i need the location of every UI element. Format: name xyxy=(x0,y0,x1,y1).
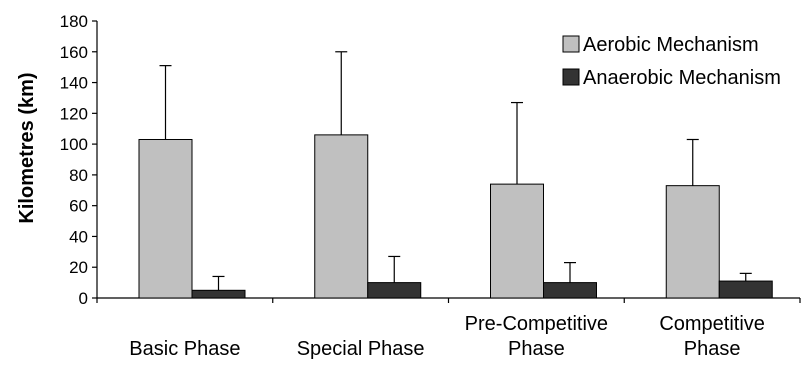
bars xyxy=(138,134,773,299)
bar-anaerobic xyxy=(367,282,422,299)
y-tick-label: 40 xyxy=(69,227,88,246)
bar-aerobic xyxy=(314,134,369,299)
y-tick-label: 100 xyxy=(60,135,88,154)
category-label: Special Phase xyxy=(297,338,425,360)
bar-aerobic xyxy=(665,185,720,299)
y-tick-label: 160 xyxy=(60,43,88,62)
category-label: Competitive xyxy=(659,313,765,335)
bar-aerobic xyxy=(138,138,193,299)
y-tick-label: 0 xyxy=(79,289,88,308)
category-label: Pre-Competitive xyxy=(465,313,608,335)
y-tick-label: 120 xyxy=(60,104,88,123)
legend-label-anaerobic: Anaerobic Mechanism xyxy=(583,67,781,89)
category-label: Basic Phase xyxy=(129,338,240,360)
y-tick-label: 140 xyxy=(60,74,88,93)
category-labels: Basic Phase Special Phase Pre-Competitive P… xyxy=(129,313,765,360)
category-label: Phase xyxy=(508,338,565,360)
bar-anaerobic xyxy=(718,280,773,299)
axes: 0 20 40 60 80 100 120 140 160 180 xyxy=(60,12,801,308)
error-bars xyxy=(159,51,752,291)
legend-swatch-anaerobic xyxy=(562,68,580,86)
y-tick-label: 80 xyxy=(69,166,88,185)
y-tick-label: 180 xyxy=(60,12,88,31)
legend: Aerobic Mechanism Anaerobic Mechanism xyxy=(562,34,781,89)
y-axis-label: Kilometres (km) xyxy=(16,72,38,223)
legend-swatch-aerobic xyxy=(562,35,580,53)
bar-aerobic xyxy=(490,183,544,299)
category-label: Phase xyxy=(684,338,741,360)
bar-anaerobic xyxy=(191,289,246,299)
y-tick-label: 60 xyxy=(69,197,88,216)
y-tick-label: 20 xyxy=(69,258,88,277)
bar-anaerobic xyxy=(543,282,597,299)
legend-label-aerobic: Aerobic Mechanism xyxy=(583,34,759,56)
